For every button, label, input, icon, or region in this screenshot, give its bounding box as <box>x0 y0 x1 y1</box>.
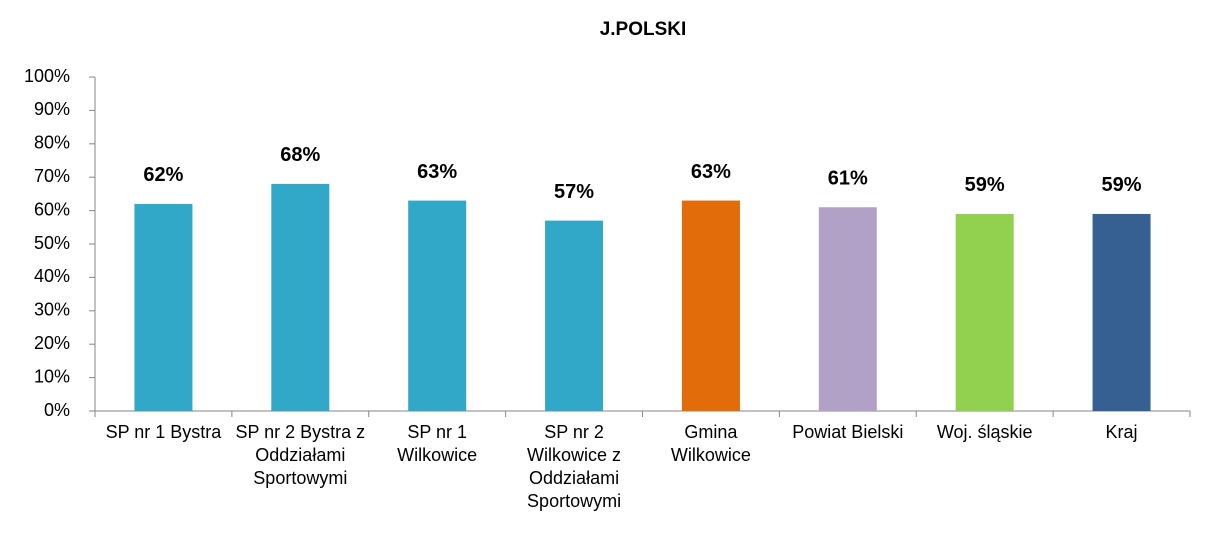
x-tick-label-box: SP nr 1 Bystra <box>105 422 222 442</box>
x-tick-label: SP nr 1 Wilkowice <box>397 422 478 465</box>
x-tick-label-box: Kraj <box>1105 422 1138 442</box>
bar <box>955 213 1014 411</box>
x-tick-label-box: Powiat Bielski <box>792 422 904 442</box>
bar <box>545 220 604 411</box>
x-tick-label: Powiat Bielski <box>792 422 904 442</box>
bar <box>408 200 467 411</box>
x-tick-label-box: Woj. śląskie <box>936 422 1033 442</box>
value-label: 59% <box>965 174 1005 196</box>
bar <box>1092 213 1151 411</box>
x-tick-label: Kraj <box>1105 422 1138 442</box>
value-label: 63% <box>417 161 457 183</box>
chart-title: J.POLSKI <box>600 19 687 40</box>
bar <box>134 203 193 411</box>
y-tick-label: 40% <box>34 266 70 286</box>
x-tick-label: Gmina Wilkowice <box>670 422 751 465</box>
y-tick-label: 90% <box>34 99 70 119</box>
x-tick-label: Woj. śląskie <box>936 422 1033 442</box>
y-tick-label: 50% <box>34 233 70 253</box>
value-label: 57% <box>554 181 594 203</box>
value-label: 61% <box>828 168 868 190</box>
y-tick-label: 70% <box>34 166 70 186</box>
x-tick-label-box: SP nr 2 Wilkowice z Oddziałami Sportowym… <box>527 422 622 511</box>
x-tick-label: SP nr 2 Wilkowice z Oddziałami Sportowym… <box>527 422 622 511</box>
y-tick-label: 100% <box>24 66 70 86</box>
bar <box>818 207 877 411</box>
value-label: 68% <box>280 144 320 166</box>
value-label: 59% <box>1102 174 1142 196</box>
x-tick-label-box: SP nr 1 Wilkowice <box>397 422 478 465</box>
value-label: 62% <box>143 164 183 186</box>
y-tick-label: 60% <box>34 199 70 219</box>
y-tick-label: 0% <box>44 400 70 420</box>
x-tick-label-box: SP nr 2 Bystra z Oddziałami Sportowymi <box>235 422 366 488</box>
x-tick-label: SP nr 2 Bystra z Oddziałami Sportowymi <box>235 422 366 488</box>
bar <box>681 200 740 411</box>
y-tick-label: 80% <box>34 133 70 153</box>
bar <box>271 183 330 411</box>
x-tick-label: SP nr 1 Bystra <box>105 422 222 442</box>
y-tick-label: 20% <box>34 333 70 353</box>
y-tick-label: 30% <box>34 300 70 320</box>
y-tick-label: 10% <box>34 366 70 386</box>
x-tick-label-box: Gmina Wilkowice <box>670 422 751 465</box>
value-label: 63% <box>691 161 731 183</box>
